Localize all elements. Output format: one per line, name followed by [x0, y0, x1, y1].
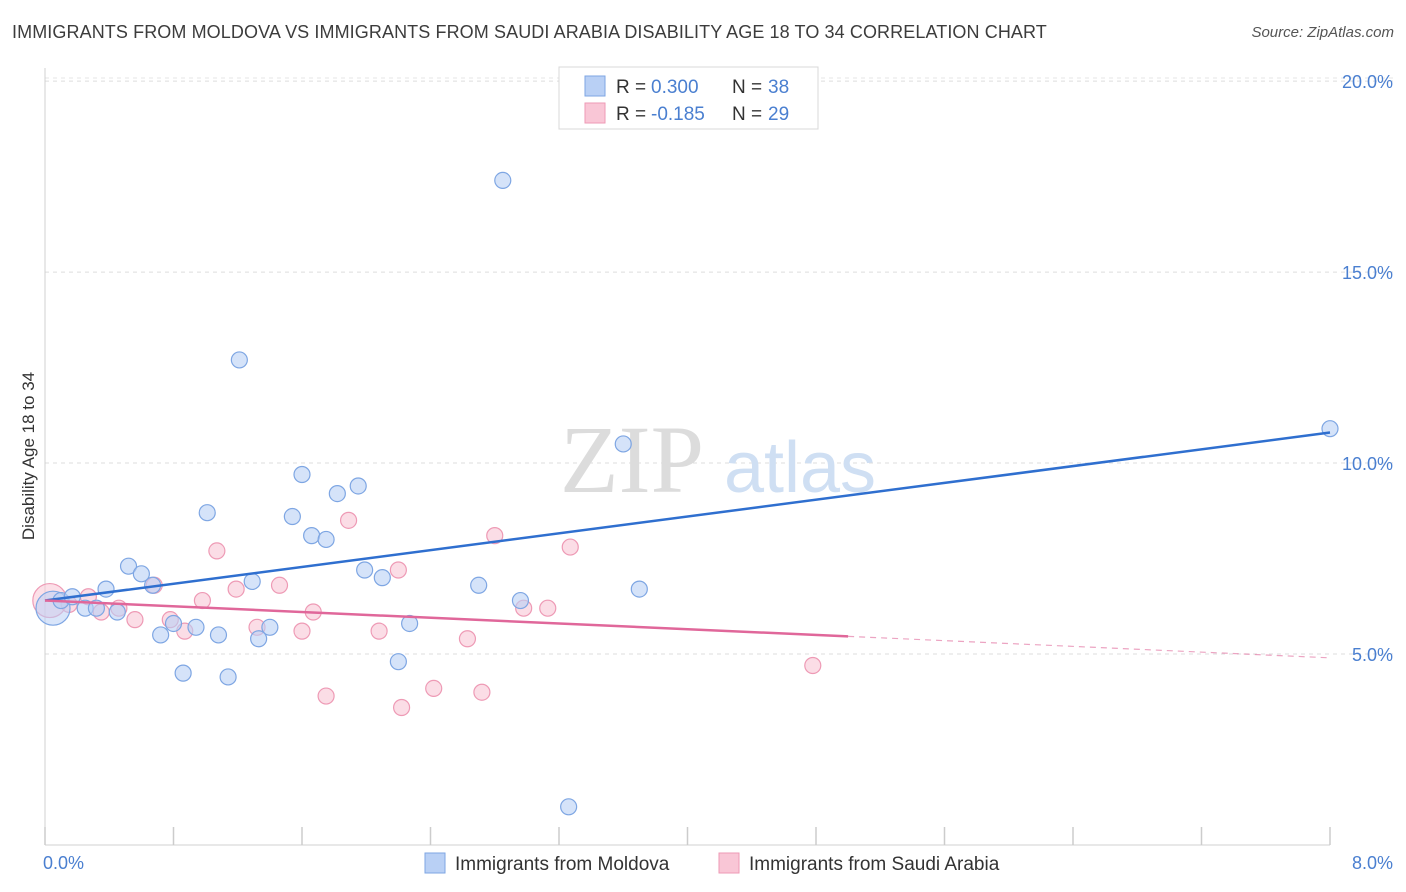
- point-moldova: [389, 653, 407, 671]
- legend-label-saudi: Immigrants from Saudi Arabia: [749, 854, 1000, 875]
- point-saudi: [126, 611, 144, 629]
- point-moldova: [356, 561, 374, 579]
- point-saudi: [208, 542, 226, 560]
- point-saudi: [539, 599, 557, 617]
- point-moldova: [303, 527, 321, 545]
- legend-swatch-moldova: [424, 852, 446, 874]
- point-moldova: [494, 171, 512, 190]
- point-saudi: [339, 511, 358, 529]
- trend-lines: [44, 431, 1331, 659]
- legend-swatch-moldova: [584, 75, 606, 97]
- point-moldova: [108, 603, 126, 621]
- point-saudi: [486, 527, 504, 545]
- point-saudi: [392, 698, 411, 717]
- point-moldova: [152, 626, 170, 644]
- point-saudi: [317, 687, 335, 705]
- point-moldova: [230, 351, 248, 369]
- point-moldova: [373, 569, 391, 587]
- point-moldova: [219, 668, 237, 686]
- legend-label-moldova: Immigrants from Moldova: [455, 854, 670, 875]
- point-saudi: [804, 656, 822, 675]
- y-tick-label: 10.0%: [1342, 454, 1393, 474]
- y-tick-label: 5.0%: [1352, 645, 1393, 665]
- gridlines: [45, 77, 1394, 655]
- series-saudi-points: [32, 511, 822, 717]
- point-moldova: [401, 614, 419, 633]
- point-saudi: [473, 683, 491, 701]
- point-moldova: [560, 798, 578, 816]
- point-saudi: [389, 561, 407, 579]
- point-moldova: [511, 591, 530, 610]
- point-moldova: [293, 465, 311, 484]
- legend-n-label: N =: [732, 77, 762, 98]
- source-note: Source: ZipAtlas.com: [1251, 24, 1394, 41]
- point-moldova: [630, 580, 648, 598]
- legend-r-value: -0.185: [651, 104, 705, 125]
- point-moldova: [349, 477, 367, 495]
- point-moldova: [317, 530, 335, 549]
- legend-swatch-saudi: [584, 102, 606, 124]
- y-tick-label: 15.0%: [1342, 263, 1393, 283]
- point-saudi: [370, 622, 388, 640]
- point-moldova: [283, 507, 301, 526]
- watermark: ZIP atlas: [560, 406, 876, 513]
- y-tick-label: 20.0%: [1342, 72, 1393, 92]
- trend-line-saudi-extension: [848, 635, 1331, 659]
- point-moldova: [119, 557, 138, 575]
- point-moldova: [261, 618, 279, 636]
- point-moldova: [328, 485, 346, 503]
- point-moldova: [243, 572, 261, 591]
- point-saudi: [561, 538, 579, 556]
- point-saudi: [270, 576, 289, 594]
- series-moldova-points: [35, 171, 1339, 816]
- stats-legend-row-saudi: R = -0.185 N = 29: [584, 102, 789, 125]
- point-moldova: [250, 630, 268, 648]
- x-tick-label: 8.0%: [1352, 853, 1393, 873]
- chart-title: IMMIGRANTS FROM MOLDOVA VS IMMIGRANTS FR…: [12, 22, 1047, 42]
- stats-legend-row-moldova: R = 0.300 N = 38: [584, 75, 789, 98]
- point-saudi: [227, 580, 245, 598]
- legend-r-label: R =: [616, 104, 646, 125]
- trend-line-saudi: [44, 599, 849, 638]
- point-moldova: [470, 576, 488, 594]
- point-saudi: [425, 679, 443, 698]
- legend-r-value: 0.300: [651, 77, 699, 98]
- point-moldova: [97, 580, 115, 598]
- point-moldova: [187, 618, 205, 636]
- legend-n-value: 38: [768, 77, 789, 98]
- point-moldova: [174, 664, 192, 682]
- watermark-zip: ZIP: [560, 406, 704, 513]
- legend-r-label: R =: [616, 77, 646, 98]
- x-tick-label: 0.0%: [43, 853, 84, 873]
- point-saudi: [293, 622, 311, 640]
- legend-n-value: 29: [768, 104, 789, 125]
- axes: 5.0% 10.0% 15.0% 20.0% 0.0% 8.0%: [43, 68, 1393, 873]
- trend-line-moldova: [44, 431, 1331, 602]
- y-axis-label: Disability Age 18 to 34: [19, 372, 38, 540]
- point-moldova: [132, 565, 150, 583]
- point-saudi: [458, 630, 477, 648]
- legend-n-label: N =: [732, 104, 762, 125]
- point-moldova: [164, 614, 183, 633]
- point-moldova: [614, 435, 632, 453]
- series-legend: Immigrants from Moldova Immigrants from …: [424, 852, 1000, 875]
- point-moldova: [198, 504, 216, 522]
- stats-legend: R = 0.300 N = 38 R = -0.185 N = 29: [558, 66, 819, 130]
- point-moldova: [209, 626, 228, 644]
- legend-swatch-saudi: [718, 852, 740, 874]
